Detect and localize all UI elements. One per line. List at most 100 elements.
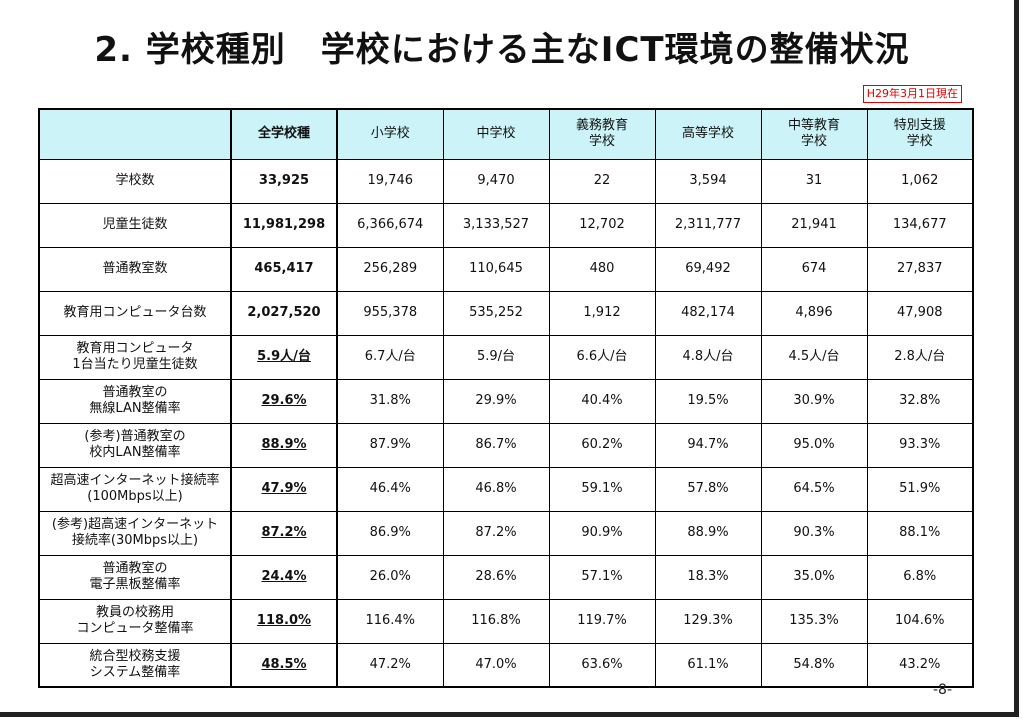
value-cell: 60.2% [548, 422, 656, 468]
header-junior-high: 中学校 [442, 108, 550, 160]
value-cell: 1,912 [548, 290, 656, 336]
page-title: 2. 学校種別 学校における主なICT環境の整備状況 [94, 30, 910, 70]
value-cell: 6,366,674 [336, 202, 444, 248]
value-cell: 256,289 [336, 246, 444, 292]
total-cell: 88.9% [230, 422, 338, 468]
value-cell: 40.4% [548, 378, 656, 424]
value-cell: 31.8% [336, 378, 444, 424]
table-row: 統合型校務支援 システム整備率 48.5% 47.2% 47.0% 63.6% 61.1%… [38, 642, 974, 688]
value-cell: 87.9% [336, 422, 444, 468]
value-cell: 47,908 [866, 290, 974, 336]
row-label: 児童生徒数 [38, 202, 232, 248]
value-cell: 134,677 [866, 202, 974, 248]
value-cell: 47.0% [442, 642, 550, 688]
total-cell: 465,417 [230, 246, 338, 292]
total-value: 33,925 [258, 173, 310, 188]
total-value: 11,981,298 [242, 217, 326, 232]
total-value: 118.0% [256, 613, 312, 628]
table-body: 学校数 33,925 19,746 9,470 22 3,594 31 1,062 児童生徒数 1… [38, 158, 974, 688]
total-value: 5.9人/台 [257, 349, 311, 364]
value-cell: 28.6% [442, 554, 550, 600]
row-label: 教員の校務用 コンピュータ整備率 [38, 598, 232, 644]
header-all-schools: 全学校種 [230, 108, 338, 160]
value-cell: 4,896 [760, 290, 868, 336]
table-row: 学校数 33,925 19,746 9,470 22 3,594 31 1,062 [38, 158, 974, 204]
value-cell: 90.3% [760, 510, 868, 556]
total-cell: 33,925 [230, 158, 338, 204]
table-row: 児童生徒数 11,981,298 6,366,674 3,133,527 12,702 2… [38, 202, 974, 248]
value-cell: 6.7人/台 [336, 334, 444, 380]
value-cell: 4.8人/台 [654, 334, 762, 380]
table-row: (参考)普通教室の 校内LAN整備率 88.9% 87.9% 86.7% 60.2% 94… [38, 422, 974, 468]
value-cell: 88.1% [866, 510, 974, 556]
total-cell: 11,981,298 [230, 202, 338, 248]
total-cell: 48.5% [230, 642, 338, 688]
value-cell: 2.8人/台 [866, 334, 974, 380]
total-value: 24.4% [261, 569, 307, 584]
table-row: 普通教室の 電子黒板整備率 24.4% 26.0% 28.6% 57.1% 18.3% 35… [38, 554, 974, 600]
header-high-school: 高等学校 [654, 108, 762, 160]
value-cell: 43.2% [866, 642, 974, 688]
table-header-row: 全学校種 小学校 中学校 義務教育 学校 高等学校 中等教育 学校 特別支援 学… [38, 108, 974, 160]
value-cell: 46.4% [336, 466, 444, 512]
value-cell: 32.8% [866, 378, 974, 424]
header-elementary: 小学校 [336, 108, 444, 160]
total-value: 2,027,520 [247, 305, 321, 320]
row-label: 教育用コンピュータ台数 [38, 290, 232, 336]
value-cell: 5.9/台 [442, 334, 550, 380]
ict-status-table: 全学校種 小学校 中学校 義務教育 学校 高等学校 中等教育 学校 特別支援 学… [38, 108, 974, 688]
value-cell: 46.8% [442, 466, 550, 512]
total-cell: 5.9人/台 [230, 334, 338, 380]
value-cell: 27,837 [866, 246, 974, 292]
total-value: 88.9% [261, 437, 307, 452]
value-cell: 4.5人/台 [760, 334, 868, 380]
value-cell: 22 [548, 158, 656, 204]
header-secondary: 中等教育 学校 [760, 108, 868, 160]
row-label: 統合型校務支援 システム整備率 [38, 642, 232, 688]
table-row: (参考)超高速インターネット 接続率(30Mbps以上) 87.2% 86.9% 87… [38, 510, 974, 556]
value-cell: 535,252 [442, 290, 550, 336]
row-label: 学校数 [38, 158, 232, 204]
value-cell: 480 [548, 246, 656, 292]
value-cell: 54.8% [760, 642, 868, 688]
value-cell: 64.5% [760, 466, 868, 512]
value-cell: 93.3% [866, 422, 974, 468]
value-cell: 1,062 [866, 158, 974, 204]
table-row: 教育用コンピュータ台数 2,027,520 955,378 535,252 1,912 4… [38, 290, 974, 336]
value-cell: 86.9% [336, 510, 444, 556]
row-label: 教育用コンピュータ 1台当たり児童生徒数 [38, 334, 232, 380]
row-label: (参考)超高速インターネット 接続率(30Mbps以上) [38, 510, 232, 556]
value-cell: 59.1% [548, 466, 656, 512]
row-label: 普通教室の 電子黒板整備率 [38, 554, 232, 600]
row-label: 超高速インターネット接続率 (100Mbps以上) [38, 466, 232, 512]
value-cell: 30.9% [760, 378, 868, 424]
total-cell: 29.6% [230, 378, 338, 424]
row-label: (参考)普通教室の 校内LAN整備率 [38, 422, 232, 468]
value-cell: 482,174 [654, 290, 762, 336]
page-number: -8- [932, 682, 952, 698]
value-cell: 63.6% [548, 642, 656, 688]
row-label: 普通教室数 [38, 246, 232, 292]
value-cell: 31 [760, 158, 868, 204]
value-cell: 35.0% [760, 554, 868, 600]
value-cell: 18.3% [654, 554, 762, 600]
value-cell: 129.3% [654, 598, 762, 644]
total-value: 465,417 [254, 261, 314, 276]
value-cell: 57.1% [548, 554, 656, 600]
value-cell: 955,378 [336, 290, 444, 336]
value-cell: 61.1% [654, 642, 762, 688]
value-cell: 69,492 [654, 246, 762, 292]
value-cell: 87.2% [442, 510, 550, 556]
total-value: 47.9% [261, 481, 307, 496]
value-cell: 21,941 [760, 202, 868, 248]
value-cell: 2,311,777 [654, 202, 762, 248]
value-cell: 47.2% [336, 642, 444, 688]
value-cell: 135.3% [760, 598, 868, 644]
value-cell: 6.6人/台 [548, 334, 656, 380]
header-compulsory: 義務教育 学校 [548, 108, 656, 160]
table-row: 教育用コンピュータ 1台当たり児童生徒数 5.9人/台 6.7人/台 5.9/台 6.6… [38, 334, 974, 380]
value-cell: 95.0% [760, 422, 868, 468]
header-special-support: 特別支援 学校 [866, 108, 974, 160]
value-cell: 3,594 [654, 158, 762, 204]
